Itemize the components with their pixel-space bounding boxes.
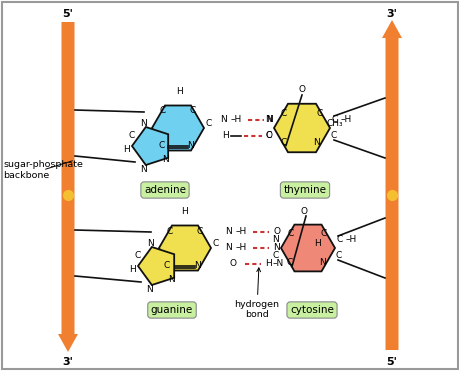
Text: C: C — [196, 227, 203, 236]
Polygon shape — [151, 105, 203, 151]
Text: sugar-phosphate
backbone: sugar-phosphate backbone — [3, 160, 83, 180]
Text: 3': 3' — [386, 9, 397, 19]
Polygon shape — [138, 247, 174, 285]
Text: N: N — [265, 115, 272, 125]
Text: H: H — [265, 259, 272, 269]
Text: –H: –H — [235, 243, 246, 253]
Text: 5': 5' — [386, 357, 397, 367]
Text: thymine: thymine — [283, 185, 326, 195]
Text: C: C — [286, 258, 292, 267]
Text: C: C — [331, 115, 337, 125]
Polygon shape — [280, 224, 334, 271]
Text: N: N — [272, 236, 279, 244]
Text: O: O — [273, 227, 280, 236]
Polygon shape — [274, 104, 329, 152]
Text: C: C — [280, 138, 286, 147]
Text: N: N — [313, 138, 319, 147]
Text: C: C — [272, 252, 279, 260]
Text: C: C — [287, 229, 293, 238]
Text: C: C — [335, 252, 341, 260]
Text: –H: –H — [235, 227, 246, 236]
Text: N: N — [273, 243, 280, 253]
Text: C: C — [320, 229, 326, 238]
Text: N: N — [319, 258, 326, 267]
Text: CH₃: CH₃ — [326, 119, 342, 128]
Text: N: N — [146, 285, 153, 293]
Text: C: C — [280, 109, 286, 118]
Text: N: N — [194, 261, 201, 270]
FancyArrow shape — [381, 20, 401, 350]
Text: C: C — [134, 252, 141, 260]
Text: N: N — [147, 240, 154, 249]
Text: C: C — [316, 109, 322, 118]
Text: H: H — [181, 207, 188, 217]
Text: 3': 3' — [62, 357, 73, 367]
Text: C: C — [167, 227, 173, 236]
Text: N: N — [140, 119, 147, 128]
Text: –N: –N — [272, 259, 283, 269]
Text: O: O — [298, 85, 305, 95]
Text: –H: –H — [340, 115, 351, 125]
Text: C: C — [213, 239, 218, 247]
Text: O: O — [229, 259, 236, 269]
Text: N: N — [187, 141, 194, 150]
Text: N: N — [168, 276, 175, 285]
Text: 5': 5' — [62, 9, 73, 19]
Text: –H: –H — [345, 236, 356, 244]
Text: C: C — [158, 141, 165, 150]
Text: N: N — [225, 227, 232, 236]
Text: C: C — [206, 118, 212, 128]
Text: –H: –H — [230, 115, 241, 125]
Text: H: H — [123, 145, 130, 154]
Text: C: C — [163, 261, 170, 270]
Text: O: O — [265, 131, 272, 141]
Text: C: C — [265, 131, 272, 141]
Text: C: C — [330, 131, 336, 141]
Text: hydrogen
bond: hydrogen bond — [234, 268, 279, 319]
Text: N: N — [220, 115, 227, 125]
Text: N: N — [266, 115, 273, 125]
Text: C: C — [129, 131, 135, 141]
FancyArrow shape — [58, 22, 78, 352]
Text: N: N — [162, 155, 169, 164]
Text: C: C — [160, 106, 166, 115]
Text: O: O — [300, 207, 307, 216]
Text: C: C — [190, 106, 196, 115]
Text: H: H — [129, 266, 136, 275]
Polygon shape — [159, 226, 211, 270]
Text: H: H — [222, 131, 229, 141]
Text: N: N — [225, 243, 232, 253]
Text: H: H — [176, 88, 183, 96]
Text: adenine: adenine — [144, 185, 185, 195]
Polygon shape — [132, 127, 168, 165]
Text: H: H — [314, 239, 321, 248]
Text: C: C — [336, 236, 342, 244]
Text: guanine: guanine — [151, 305, 193, 315]
Text: N: N — [140, 164, 147, 174]
Text: cytosine: cytosine — [290, 305, 333, 315]
